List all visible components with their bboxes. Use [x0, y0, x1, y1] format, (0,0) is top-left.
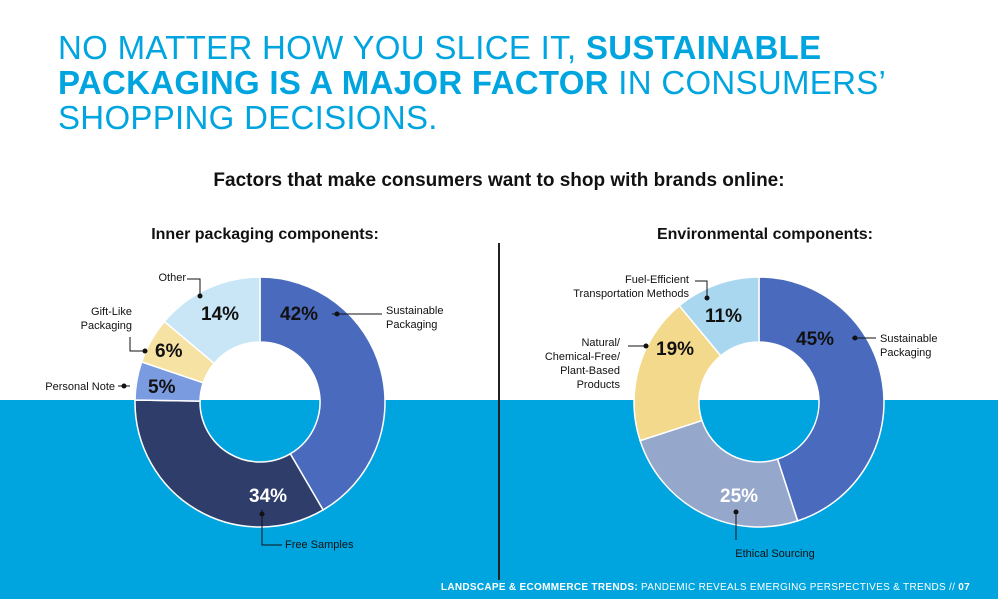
- label-fuel-line1: Fuel-Efficient: [625, 274, 689, 286]
- label-natural-line2: Chemical-Free/: [545, 351, 621, 363]
- label-free-samples: Free Samples: [285, 539, 354, 551]
- value-label-19: 19%: [656, 339, 694, 360]
- footer: LANDSCAPE & ECOMMERCE TRENDS: PANDEMIC R…: [441, 582, 970, 593]
- environmental-donut: [633, 276, 885, 528]
- label-gift-line1: Gift-Like: [91, 306, 132, 318]
- footer-text: PANDEMIC REVEALS EMERGING PERSPECTIVES &…: [637, 582, 959, 593]
- inner-packaging-donut: [134, 276, 386, 528]
- slice-other: [163, 276, 261, 365]
- value-label-42: 42%: [280, 304, 318, 325]
- label-env-sustainable-line2: Packaging: [880, 347, 931, 359]
- slice-sustainable-packaging-inner: [259, 276, 386, 511]
- slice-free-samples: [134, 399, 325, 528]
- headline-part-3: IN CONSUMERS’ SHOPPING DECISIONS.: [58, 64, 885, 136]
- chart-divider: [498, 243, 500, 580]
- label-personal-note: Personal Note: [45, 381, 115, 393]
- inner-packaging-chart-title: Inner packaging components:: [151, 226, 379, 243]
- label-ethical-sourcing: Ethical Sourcing: [735, 548, 815, 560]
- label-sustainable-packaging-line2: Packaging: [386, 319, 437, 331]
- value-label-5: 5%: [148, 377, 176, 398]
- value-label-11: 11%: [705, 306, 742, 327]
- label-sustainable-packaging-line1: Sustainable: [386, 305, 444, 317]
- label-natural-line1: Natural/: [581, 337, 620, 349]
- headline-emphasis: SUSTAINABLE PACKAGING IS A MAJOR FACTOR: [58, 29, 822, 101]
- environmental-chart-title: Environmental components:: [656, 226, 874, 243]
- label-fuel-line2: Transportation Methods: [573, 288, 689, 300]
- value-label-25: 25%: [720, 486, 758, 507]
- value-label-45: 45%: [796, 329, 834, 350]
- footer-bold: LANDSCAPE & ECOMMERCE TRENDS:: [440, 582, 638, 593]
- label-env-sustainable-line1: Sustainable: [880, 333, 938, 345]
- slice-natural-chemical-free: [633, 304, 722, 442]
- label-natural-line3: Plant-Based: [560, 365, 620, 377]
- value-label-6: 6%: [155, 341, 183, 362]
- slice-fuel-efficient: [678, 276, 760, 357]
- footer-page: 07: [958, 582, 970, 593]
- label-natural-line4: Products: [577, 379, 621, 391]
- value-label-34: 34%: [249, 486, 287, 507]
- slice-ethical-sourcing: [639, 419, 799, 528]
- label-gift-line2: Packaging: [81, 320, 132, 332]
- value-label-14: 14%: [201, 304, 239, 325]
- subtitle: Factors that make consumers want to shop…: [213, 170, 785, 191]
- headline-part-1: NO MATTER HOW YOU SLICE IT,: [58, 29, 586, 66]
- headline: NO MATTER HOW YOU SLICE IT, SUSTAINABLE …: [58, 30, 958, 135]
- label-other: Other: [158, 272, 186, 284]
